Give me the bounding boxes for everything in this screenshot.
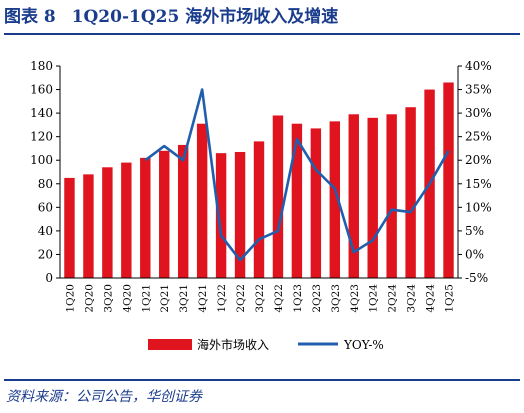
right-tick-label: 15% bbox=[465, 177, 492, 191]
x-tick-label: 4Q22 bbox=[273, 284, 285, 313]
x-tick-label: 3Q24 bbox=[406, 284, 418, 313]
legend-bar-label: 海外市场收入 bbox=[197, 337, 269, 352]
right-tick-label: 0% bbox=[465, 247, 484, 261]
x-tick-label: 3Q22 bbox=[254, 284, 266, 313]
bar-3Q20 bbox=[102, 167, 113, 278]
right-tick-label: 40% bbox=[465, 59, 492, 73]
left-tick-label: 140 bbox=[30, 106, 53, 120]
figure-label: 图表 8 bbox=[4, 7, 56, 27]
x-tick-label: 4Q23 bbox=[349, 284, 361, 313]
bar-series bbox=[64, 82, 454, 279]
x-tick-label: 2Q23 bbox=[311, 284, 323, 313]
x-tick-label: 1Q22 bbox=[216, 284, 228, 313]
yoy-line bbox=[144, 88, 450, 262]
left-tick-label: 20 bbox=[38, 247, 53, 261]
x-tick-label: 2Q22 bbox=[235, 284, 247, 313]
x-tick-label: 2Q24 bbox=[387, 284, 399, 313]
x-tick-label: 3Q21 bbox=[178, 284, 190, 313]
bar-3Q24 bbox=[405, 107, 416, 278]
bar-2Q21 bbox=[159, 150, 170, 278]
left-tick-label: 80 bbox=[38, 177, 53, 191]
bar-3Q21 bbox=[177, 144, 189, 278]
bar-2Q24 bbox=[386, 114, 397, 278]
left-tick-label: 180 bbox=[30, 59, 53, 73]
left-tick-label: 100 bbox=[30, 153, 53, 167]
bar-1Q25 bbox=[443, 82, 454, 279]
figure-title: 图表 8 1Q20-1Q25 海外市场收入及增速 bbox=[4, 2, 338, 32]
left-axis-ticks: 0 20 40 60 80 100 120 140 160 180 bbox=[30, 59, 60, 285]
bar-2Q23 bbox=[310, 128, 322, 278]
bar-1Q22 bbox=[215, 153, 227, 278]
right-tick-label: 35% bbox=[465, 83, 492, 97]
x-tick-label: 1Q21 bbox=[140, 284, 152, 313]
right-tick-label: 25% bbox=[465, 130, 492, 144]
x-axis-ticks: 1Q20 2Q20 3Q20 4Q20 1Q21 2Q21 3Q21 4Q21 1Q22 2Q22… bbox=[64, 284, 455, 313]
legend-line-label: YOY-% bbox=[343, 338, 384, 352]
bar-4Q22 bbox=[272, 115, 284, 278]
axes bbox=[59, 66, 459, 279]
bar-4Q20 bbox=[121, 162, 132, 278]
right-tick-label: 20% bbox=[465, 153, 492, 167]
x-tick-label: 2Q20 bbox=[83, 284, 95, 313]
x-tick-label: 1Q20 bbox=[64, 284, 76, 313]
bar-3Q22 bbox=[253, 141, 265, 278]
x-tick-label: 2Q21 bbox=[159, 284, 171, 313]
right-tick-label: 10% bbox=[465, 200, 492, 214]
legend-bar-swatch bbox=[148, 339, 192, 350]
x-tick-label: 1Q25 bbox=[444, 284, 456, 313]
left-tick-label: 120 bbox=[30, 130, 53, 144]
x-tick-label: 4Q24 bbox=[425, 284, 437, 313]
source-rule bbox=[4, 379, 520, 381]
bar-1Q20 bbox=[64, 177, 75, 278]
right-tick-label: -5% bbox=[465, 271, 488, 285]
bar-1Q23 bbox=[291, 123, 303, 279]
left-tick-label: 160 bbox=[30, 83, 53, 97]
bar-1Q24 bbox=[367, 117, 378, 278]
x-tick-label: 3Q20 bbox=[102, 284, 114, 313]
x-tick-label: 1Q23 bbox=[292, 284, 304, 313]
x-tick-label: 4Q21 bbox=[197, 284, 209, 313]
bar-2Q22 bbox=[234, 151, 246, 278]
x-tick-label: 4Q20 bbox=[121, 284, 133, 313]
bar-3Q23 bbox=[329, 121, 341, 278]
left-tick-label: 60 bbox=[38, 200, 53, 214]
x-tick-label: 3Q23 bbox=[330, 284, 342, 313]
chart: 0 20 40 60 80 100 120 140 160 180 -5% 0% 5% 10% 15% 20… bbox=[30, 59, 492, 352]
figure-title-text: 1Q20-1Q25 海外市场收入及增速 bbox=[71, 7, 339, 27]
bar-4Q23 bbox=[348, 114, 359, 278]
source-note: 资料来源：公司公告，华创证券 bbox=[6, 389, 202, 405]
bar-1Q21 bbox=[140, 157, 151, 278]
bar-4Q21 bbox=[196, 123, 208, 279]
left-tick-label: 0 bbox=[45, 271, 53, 285]
bar-2Q20 bbox=[83, 174, 94, 278]
x-tick-label: 1Q24 bbox=[368, 284, 380, 313]
right-tick-label: 5% bbox=[465, 224, 484, 238]
right-axis-ticks: -5% 0% 5% 10% 15% 20% 25% 30% 35% 40% bbox=[458, 59, 492, 285]
title-rule bbox=[4, 33, 520, 35]
left-tick-label: 40 bbox=[38, 224, 53, 238]
right-tick-label: 30% bbox=[465, 106, 492, 120]
legend: 海外市场收入 YOY-% bbox=[148, 337, 384, 352]
